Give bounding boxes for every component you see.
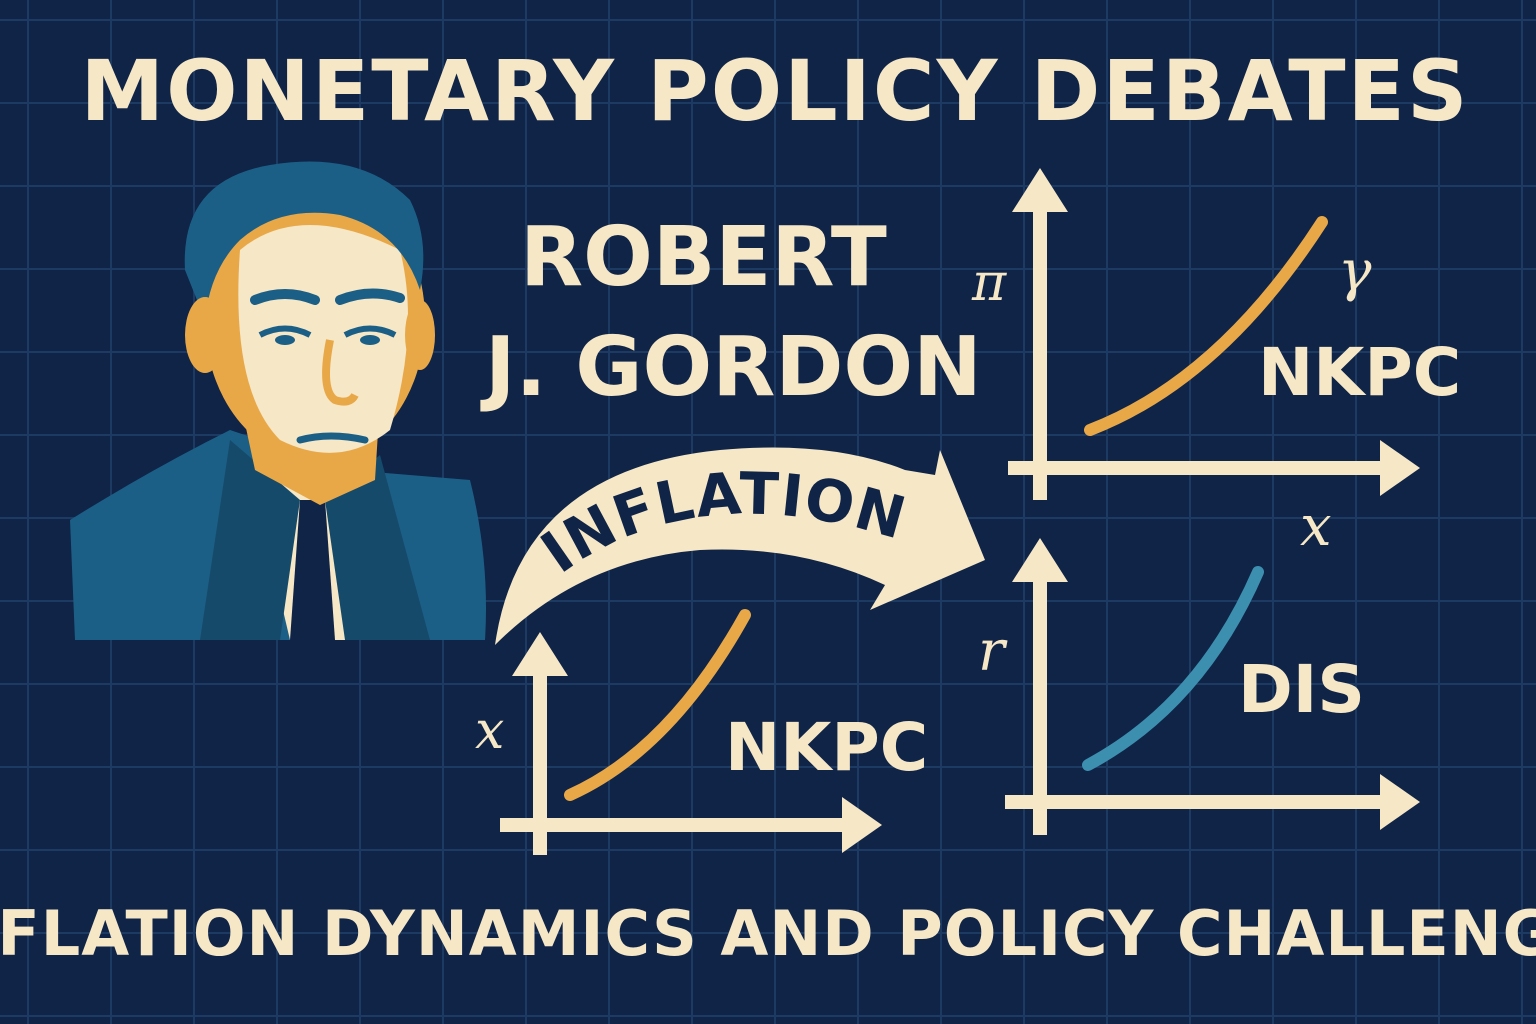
graph-bottom-left: x NKPC	[475, 609, 928, 855]
curve-tag-gamma: γ	[1338, 239, 1372, 304]
poster-title: MONETARY POLICY DEBATES	[81, 42, 1470, 140]
x-axis-arrowhead	[1380, 440, 1420, 496]
nkpc-curve-top	[1084, 216, 1328, 436]
economist-name-line2: J. GORDON	[480, 320, 982, 415]
axis-label-r: r	[978, 619, 1008, 684]
y-axis-arrowhead	[1012, 538, 1068, 582]
y-axis-arrowhead	[512, 632, 568, 676]
axis-label-x-bottom-left: x	[475, 701, 504, 761]
nkpc-curve-bottom	[564, 609, 751, 801]
axis-label-x-top: x	[1300, 494, 1332, 559]
economist-portrait	[70, 161, 486, 640]
curve-label-nkpc-top: NKPC	[1258, 334, 1461, 411]
y-axis-arrowhead	[1012, 168, 1068, 212]
graph-bottom-right: r DIS	[978, 538, 1420, 835]
inflation-arrow	[495, 447, 985, 645]
x-axis-arrowhead	[842, 797, 882, 853]
x-axis-arrowhead	[1380, 774, 1420, 830]
curve-label-nkpc-bottom: NKPC	[725, 709, 928, 786]
economist-name-line1: ROBERT	[520, 210, 887, 305]
curve-label-dis: DIS	[1238, 651, 1365, 728]
graph-top-right: π x γ NKPC	[971, 168, 1461, 559]
axis-label-pi: π	[971, 253, 1007, 313]
dis-curve	[1082, 566, 1264, 771]
poster-subtitle: INFLATION DYNAMICS AND POLICY CHALLENGES	[0, 897, 1536, 970]
